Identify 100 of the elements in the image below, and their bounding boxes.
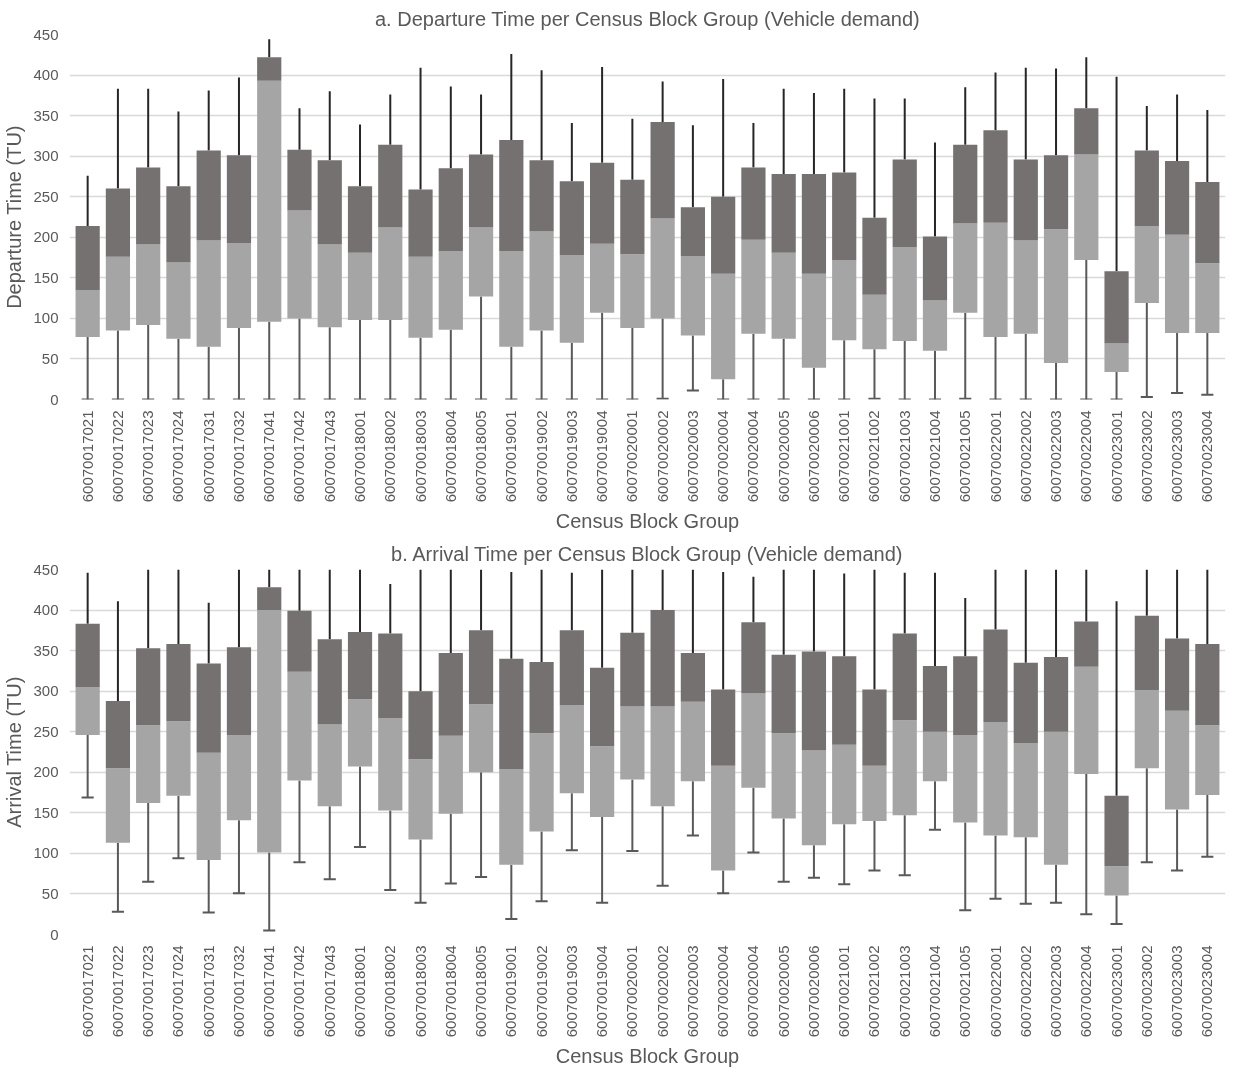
y-tick-label: 100 — [33, 844, 59, 862]
x-tick-label: 60070020004 — [744, 410, 762, 503]
x-tick-label: 60070017021 — [78, 945, 96, 1038]
x-tick-label: 60070017024 — [169, 410, 187, 503]
x-tick-label: 60070022002 — [1016, 945, 1034, 1038]
x-tick-label: 60070023001 — [1107, 945, 1125, 1038]
x-tick-label: 60070019002 — [532, 410, 550, 503]
x-tick-label: 60070020005 — [774, 945, 792, 1038]
x-tick-label: 60070018005 — [472, 945, 490, 1038]
x-tick-label: 60070018001 — [351, 410, 369, 503]
x-tick-label: 60070019001 — [502, 410, 520, 503]
x-tick-label: 60070021002 — [865, 945, 883, 1038]
y-tick-label: 450 — [33, 25, 59, 43]
x-tick-label: 60070019004 — [593, 945, 611, 1038]
x-tick-label: 60070017022 — [108, 410, 126, 503]
x-tick-label: 60070017043 — [320, 945, 338, 1038]
y-tick-label: 200 — [33, 228, 59, 246]
x-tick-label: 60070020004 — [714, 410, 732, 503]
chart-title: b. Arrival Time per Census Block Group (Vehicle demand) — [391, 542, 903, 565]
x-tick-label: 60070018002 — [381, 945, 399, 1038]
y-tick-label: 300 — [33, 682, 59, 700]
x-tick-label: 60070023002 — [1137, 945, 1155, 1038]
x-tick-label: 60070020003 — [683, 945, 701, 1038]
y-tick-label: 150 — [33, 803, 59, 821]
x-tick-label: 60070023003 — [1168, 410, 1186, 503]
x-tick-label: 60070017032 — [229, 410, 247, 503]
x-axis-title: Census Block Group — [555, 510, 740, 533]
x-tick-label: 60070021005 — [956, 410, 974, 503]
y-tick-label: 0 — [50, 390, 59, 408]
x-tick-label: 60070022004 — [1077, 410, 1095, 503]
y-axis-title: Departure Time (TU) — [3, 125, 26, 309]
x-tick-label: 60070023003 — [1168, 945, 1186, 1038]
x-tick-label: 60070017024 — [169, 945, 187, 1038]
x-tick-label: 60070021002 — [865, 410, 883, 503]
x-tick-label: 60070017021 — [78, 410, 96, 503]
x-tick-label: 60070020006 — [804, 945, 822, 1038]
x-tick-label: 60070020002 — [653, 410, 671, 503]
y-tick-label: 50 — [41, 349, 59, 367]
y-tick-label: 300 — [33, 147, 59, 165]
x-tick-label: 60070023002 — [1137, 410, 1155, 503]
x-tick-label: 60070022003 — [1047, 945, 1065, 1038]
x-tick-label: 60070017023 — [139, 945, 157, 1038]
y-tick-label: 350 — [33, 106, 59, 124]
x-tick-label: 60070019003 — [562, 945, 580, 1038]
x-tick-label: 60070017032 — [229, 945, 247, 1038]
x-tick-label: 60070021003 — [895, 410, 913, 503]
x-tick-label: 60070020005 — [774, 410, 792, 503]
x-tick-label: 60070019003 — [562, 410, 580, 503]
x-tick-label: 60070022001 — [986, 945, 1004, 1038]
x-tick-label: 60070021001 — [835, 945, 853, 1038]
x-tick-label: 60070019004 — [593, 410, 611, 503]
x-tick-label: 60070018003 — [411, 410, 429, 503]
x-tick-label: 60070020002 — [653, 945, 671, 1038]
x-tick-label: 60070022004 — [1077, 945, 1095, 1038]
y-tick-label: 450 — [33, 560, 59, 578]
x-tick-label: 60070017023 — [139, 410, 157, 503]
x-tick-label: 60070018004 — [441, 410, 459, 503]
x-tick-label: 60070017031 — [199, 410, 217, 503]
x-tick-label: 60070020003 — [683, 410, 701, 503]
x-tick-label: 60070023004 — [1198, 410, 1216, 503]
x-tick-label: 60070021001 — [835, 410, 853, 503]
x-tick-label: 60070020006 — [804, 410, 822, 503]
x-tick-label: 60070017042 — [290, 945, 308, 1038]
x-tick-label: 60070023004 — [1198, 945, 1216, 1038]
x-tick-label: 60070018005 — [472, 410, 490, 503]
x-tick-label: 60070022003 — [1047, 410, 1065, 503]
x-tick-label: 60070020001 — [623, 410, 641, 503]
x-tick-label: 60070017022 — [108, 945, 126, 1038]
x-tick-label: 60070020004 — [714, 945, 732, 1038]
x-tick-label: 60070021005 — [956, 945, 974, 1038]
chart-title: a. Departure Time per Census Block Group (Vehicle demand) — [374, 7, 920, 30]
x-tick-label: 60070021003 — [895, 945, 913, 1038]
x-tick-label: 60070017043 — [320, 410, 338, 503]
y-tick-label: 0 — [50, 925, 59, 943]
x-tick-label: 60070018003 — [411, 945, 429, 1038]
y-tick-label: 250 — [33, 722, 59, 740]
y-tick-label: 200 — [33, 763, 59, 781]
y-tick-label: 400 — [33, 601, 59, 619]
x-tick-label: 60070022001 — [986, 410, 1004, 503]
y-axis-title: Arrival Time (TU) — [3, 676, 26, 828]
y-tick-label: 100 — [33, 309, 59, 327]
x-tick-label: 60070021004 — [925, 945, 943, 1038]
x-tick-label: 60070017031 — [199, 945, 217, 1038]
x-tick-label: 60070023001 — [1107, 410, 1125, 503]
x-tick-label: 60070018001 — [351, 945, 369, 1038]
x-axis-title: Census Block Group — [555, 1045, 740, 1068]
y-tick-label: 50 — [41, 884, 59, 902]
x-tick-label: 60070019002 — [532, 945, 550, 1038]
x-tick-label: 60070017041 — [260, 410, 278, 503]
y-tick-label: 150 — [33, 268, 59, 286]
y-tick-label: 400 — [33, 66, 59, 84]
x-tick-label: 60070017042 — [290, 410, 308, 503]
x-tick-label: 60070022002 — [1016, 410, 1034, 503]
x-tick-label: 60070019001 — [502, 945, 520, 1038]
y-tick-label: 250 — [33, 187, 59, 205]
x-tick-label: 60070018002 — [381, 410, 399, 503]
y-tick-label: 350 — [33, 641, 59, 659]
x-tick-label: 60070018004 — [441, 945, 459, 1038]
x-tick-label: 60070017041 — [260, 945, 278, 1038]
x-tick-label: 60070020001 — [623, 945, 641, 1038]
